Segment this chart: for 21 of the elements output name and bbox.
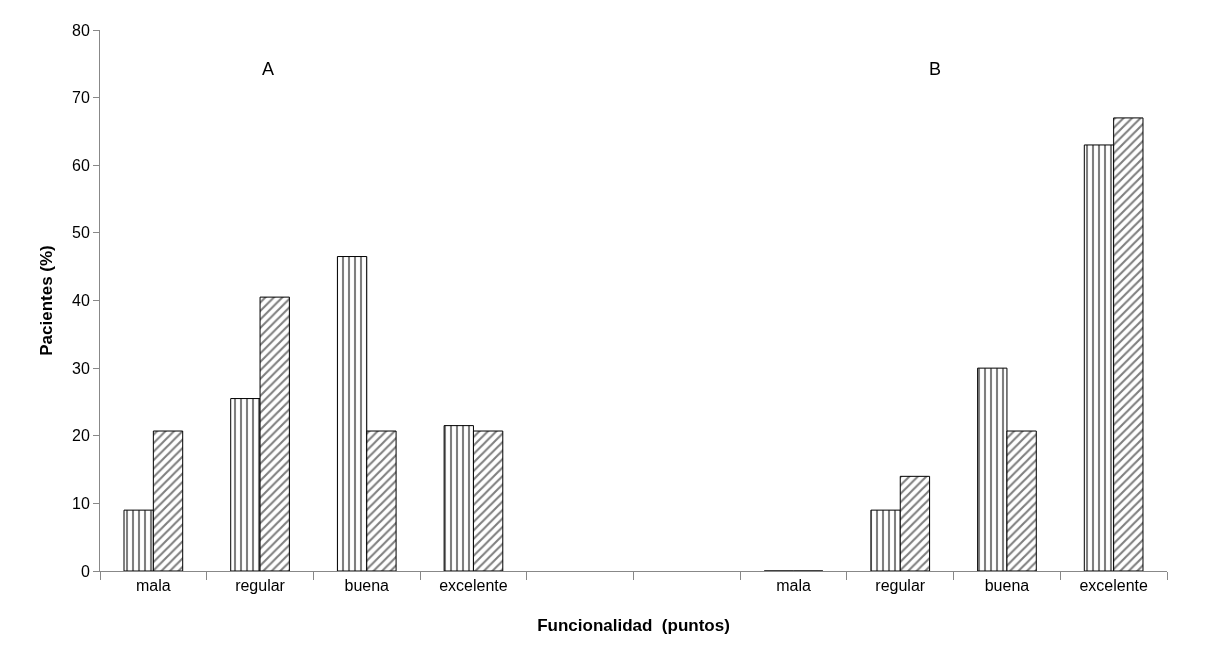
y-tick-label: 60 [72,156,90,174]
x-tick-label: excelente [1079,577,1148,595]
y-tick-label: 30 [72,359,90,377]
x-tick-label: buena [984,577,1030,595]
x-tick-label: buena [344,577,390,595]
annotation: A [262,59,275,79]
y-axis-title: Pacientes (%) [36,245,56,356]
x-tick-label: regular [875,577,926,595]
x-tick-label: regular [235,577,286,595]
x-axis-title: Funcionalidad (puntos) [537,615,730,635]
x-tick-label: excelente [439,577,508,595]
y-tick-label: 0 [80,562,90,580]
x-tick-label: mala [776,577,811,595]
y-tick-label: 20 [72,427,90,445]
y-tick-label: 50 [72,224,90,242]
y-tick-label: 40 [72,292,90,310]
y-tick-label: 10 [72,494,90,512]
y-tick-label: 80 [72,21,90,39]
annotation: B [929,59,942,79]
x-tick-label: mala [136,577,171,595]
y-tick-label: 70 [72,89,90,107]
